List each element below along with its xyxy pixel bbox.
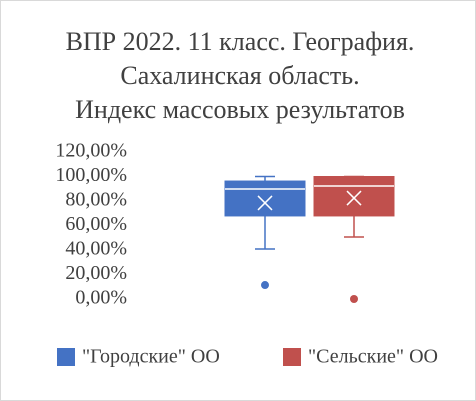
box: [224, 180, 306, 217]
outlier: [350, 295, 358, 303]
y-tick-label: 40,00%: [65, 238, 127, 260]
y-tick-label: 80,00%: [65, 189, 127, 211]
legend-swatch: [283, 348, 301, 366]
chart-title: ВПР 2022. 11 класс. География.: [66, 27, 415, 56]
y-tick-label: 0,00%: [75, 287, 127, 309]
y-tick-label: 120,00%: [55, 140, 127, 162]
legend-swatch: [57, 348, 75, 366]
y-tick-label: 100,00%: [55, 164, 127, 186]
y-tick-label: 20,00%: [65, 262, 127, 284]
chart-title: Индекс массовых результатов: [75, 95, 405, 124]
legend-label: "Сельские" ОО: [308, 346, 438, 368]
chart-title: Сахалинская область.: [120, 61, 359, 90]
y-tick-label: 60,00%: [65, 213, 127, 235]
mean-marker: [257, 195, 273, 211]
outlier: [261, 281, 269, 290]
legend-label: "Городские" ОО: [82, 346, 220, 368]
box: [313, 176, 395, 217]
mean-marker: [346, 190, 362, 206]
